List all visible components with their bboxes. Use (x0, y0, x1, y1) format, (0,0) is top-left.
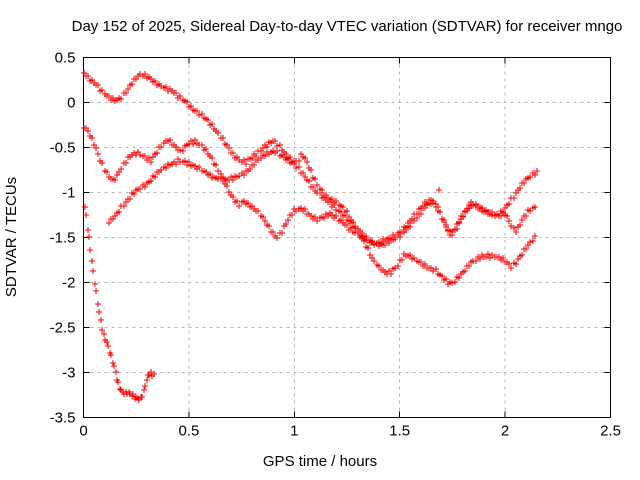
x-tick-label: 0.5 (178, 423, 199, 440)
x-tick-label: 2 (501, 423, 509, 440)
x-axis-label: GPS time / hours (263, 453, 377, 470)
x-tick-label: 1 (290, 423, 298, 440)
y-axis-label: SDTVAR / TECUs (3, 177, 20, 297)
y-tick-label: -3.5 (50, 410, 76, 427)
y-tick-label: -1 (62, 185, 75, 202)
y-tick-label: -3 (62, 365, 75, 382)
series-trace-2-markers (81, 125, 538, 247)
y-tick-label: -2 (62, 275, 75, 292)
grid-layer (83, 57, 611, 418)
y-tick-label: -1.5 (50, 230, 76, 247)
y-tick-label: 0.5 (55, 50, 76, 67)
series-trace-3-markers (106, 148, 540, 249)
axes-layer: 0 0.5 1 1.5 2 2.5 0.5 0 -0.5 -1 -1.5 -2 -2.5 -3 -3.5 (50, 50, 621, 440)
x-tick-label: 2.5 (600, 423, 621, 440)
x-tick-label: 1.5 (389, 423, 410, 440)
series-trace-4-short-markers (82, 204, 157, 403)
y-tick-label: 0 (67, 95, 75, 112)
chart-title: Day 152 of 2025, Sidereal Day-to-day VTE… (72, 18, 623, 35)
data-points-layer (81, 70, 540, 403)
x-tick-label: 0 (79, 423, 87, 440)
series-outlier-point-markers (436, 187, 442, 193)
y-tick-label: -2.5 (50, 320, 76, 337)
y-tick-label: -0.5 (50, 140, 76, 157)
